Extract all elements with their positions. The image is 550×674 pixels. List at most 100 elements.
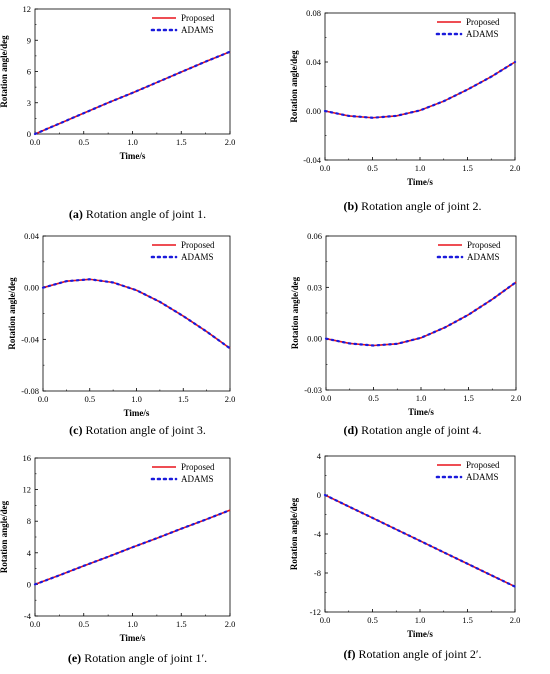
caption-label: (f) (343, 647, 356, 661)
caption-e: (e) Rotation angle of joint 1′. (0, 651, 275, 666)
y-tick-label: -0.08 (21, 386, 39, 396)
y-tick-label: 12 (23, 4, 32, 14)
chart-panel-a: 0.0 0.5 1.0 1.5 2.0 0 3 6 9 12 Time/s Rotation angl… (0, 0, 275, 224)
y-tick-label: 0.06 (307, 231, 322, 241)
y-tick-label: 3 (27, 98, 31, 108)
y-tick-label: 4 (317, 451, 322, 461)
series-line-proposed (42, 278, 231, 350)
chart-a: 0.0 0.5 1.0 1.5 2.0 0 3 6 9 12 Time/s Rotation angl… (0, 4, 236, 161)
x-tick-label: 1.0 (415, 615, 426, 625)
chart-c: 0.0 0.5 1.0 1.5 2.0 -0.08 -0.04 0.00 0.04 Time/s R… (7, 231, 236, 418)
legend-label-adams: ADAMS (181, 25, 214, 35)
x-tick-label: 0.5 (368, 393, 379, 403)
y-tick-label: 12 (23, 485, 32, 495)
caption-label: (e) (67, 651, 82, 665)
y-axis-title: Rotation angle/deg (290, 276, 300, 349)
legend-label-adams: ADAMS (466, 472, 499, 482)
y-tick-label: 0.00 (307, 334, 322, 344)
x-tick-label: 1.0 (127, 137, 138, 147)
chart-panel-c: 0.0 0.5 1.0 1.5 2.0 -0.08 -0.04 0.00 0.04 Time/s R… (0, 224, 275, 448)
legend-label-adams: ADAMS (181, 252, 214, 262)
y-tick-label: 0.03 (307, 282, 322, 292)
chart-b: 0.0 0.5 1.0 1.5 2.0 -0.04 0.00 0.04 0.08 Time/s Ro… (289, 8, 520, 187)
x-axis-title: Time/s (120, 633, 146, 643)
caption-text: Rotation angle of joint 2′. (355, 647, 482, 661)
caption-text: Rotation angle of joint 3. (82, 423, 206, 437)
caption-text: Rotation angle of joint 1′. (81, 651, 208, 665)
legend-label-proposed: Proposed (467, 240, 501, 250)
caption-label: (b) (343, 199, 359, 213)
x-axis-title: Time/s (407, 177, 433, 187)
x-tick-label: 0.0 (30, 137, 41, 147)
x-tick-label: 1.5 (176, 619, 187, 629)
x-tick-label: 2.0 (511, 393, 522, 403)
caption-text: Rotation angle of joint 4. (358, 423, 482, 437)
y-tick-label: 6 (27, 67, 31, 77)
x-tick-label: 2.0 (225, 619, 236, 629)
x-tick-label: 0.5 (84, 394, 95, 404)
y-tick-label: -12 (310, 607, 321, 617)
y-tick-label: -8 (314, 568, 321, 578)
x-tick-label: 0.5 (78, 137, 89, 147)
y-tick-label: -0.04 (21, 334, 39, 344)
legend-label-adams: ADAMS (467, 252, 500, 262)
series-line-adams (41, 278, 232, 350)
x-tick-label: 0.5 (367, 615, 378, 625)
series-line-adams (323, 493, 517, 588)
caption-label: (d) (343, 423, 359, 437)
series-line-adams (33, 509, 232, 586)
x-tick-label: 2.0 (510, 615, 521, 625)
legend-label-adams: ADAMS (466, 29, 499, 39)
x-tick-label: 1.5 (462, 163, 473, 173)
y-tick-label: -0.04 (303, 155, 321, 165)
x-tick-label: 0.0 (320, 615, 331, 625)
y-tick-label: 4 (27, 548, 32, 558)
x-tick-label: 0.5 (78, 619, 89, 629)
y-tick-label: -0.03 (304, 385, 322, 395)
y-axis-title: Rotation angle/deg (7, 277, 17, 350)
chart-panel-d: 0.0 0.5 1.0 1.5 2.0 -0.03 0.00 0.03 0.06 Time/s Ro… (275, 224, 550, 448)
x-axis-title: Time/s (407, 629, 433, 639)
caption-text: Rotation angle of joint 1. (82, 207, 207, 221)
y-tick-label: 0.08 (306, 8, 321, 18)
caption-f: (f) Rotation angle of joint 2′. (275, 647, 550, 662)
chart-panel-e: 0.0 0.5 1.0 1.5 2.0 -4 0 4 8 12 16 Time/s Rotation a… (0, 448, 275, 672)
x-tick-label: 1.5 (462, 615, 473, 625)
x-tick-label: 1.5 (176, 137, 187, 147)
caption-c: (c) Rotation angle of joint 3. (0, 423, 275, 438)
chart-f: 0.0 0.5 1.0 1.5 2.0 -12 -8 -4 0 4 Time/s Rotation a… (289, 451, 521, 639)
series-line-adams (33, 50, 232, 136)
series-line-proposed (324, 61, 516, 119)
chart-d: 0.0 0.5 1.0 1.5 2.0 -0.03 0.00 0.03 0.06 Time/s Ro… (290, 231, 522, 417)
legend-label-proposed: Proposed (181, 13, 215, 23)
y-axis-title: Rotation angle/deg (289, 497, 299, 570)
legend-label-proposed: Proposed (181, 240, 215, 250)
chart-panel-f: 0.0 0.5 1.0 1.5 2.0 -12 -8 -4 0 4 Time/s Rotation a… (275, 448, 550, 672)
x-axis-title: Time/s (408, 407, 434, 417)
y-tick-label: 0.04 (306, 57, 322, 67)
x-tick-label: 1.0 (131, 394, 142, 404)
x-tick-label: 1.5 (463, 393, 474, 403)
y-tick-label: 0.04 (24, 231, 40, 241)
x-tick-label: 1.0 (415, 163, 426, 173)
x-tick-label: 2.0 (225, 394, 236, 404)
caption-b: (b) Rotation angle of joint 2. (275, 199, 550, 214)
x-tick-label: 0.0 (321, 393, 332, 403)
y-axis-title: Rotation angle/deg (0, 35, 9, 108)
y-axis-title: Rotation angle/deg (0, 500, 9, 573)
y-tick-label: 0.00 (24, 283, 39, 293)
y-tick-label: 0.00 (306, 106, 321, 116)
y-tick-label: 0 (317, 490, 321, 500)
x-tick-label: 0.0 (320, 163, 331, 173)
legend-label-proposed: Proposed (466, 460, 500, 470)
y-tick-label: -4 (314, 529, 322, 539)
y-tick-label: 9 (27, 35, 31, 45)
caption-label: (c) (69, 423, 83, 437)
x-tick-label: 0.0 (30, 619, 41, 629)
series-line-adams (324, 281, 518, 347)
legend-label-proposed: Proposed (466, 17, 500, 27)
legend-label-proposed: Proposed (181, 462, 215, 472)
caption-label: (a) (68, 207, 83, 221)
x-tick-label: 1.5 (178, 394, 189, 404)
x-tick-label: 2.0 (225, 137, 236, 147)
